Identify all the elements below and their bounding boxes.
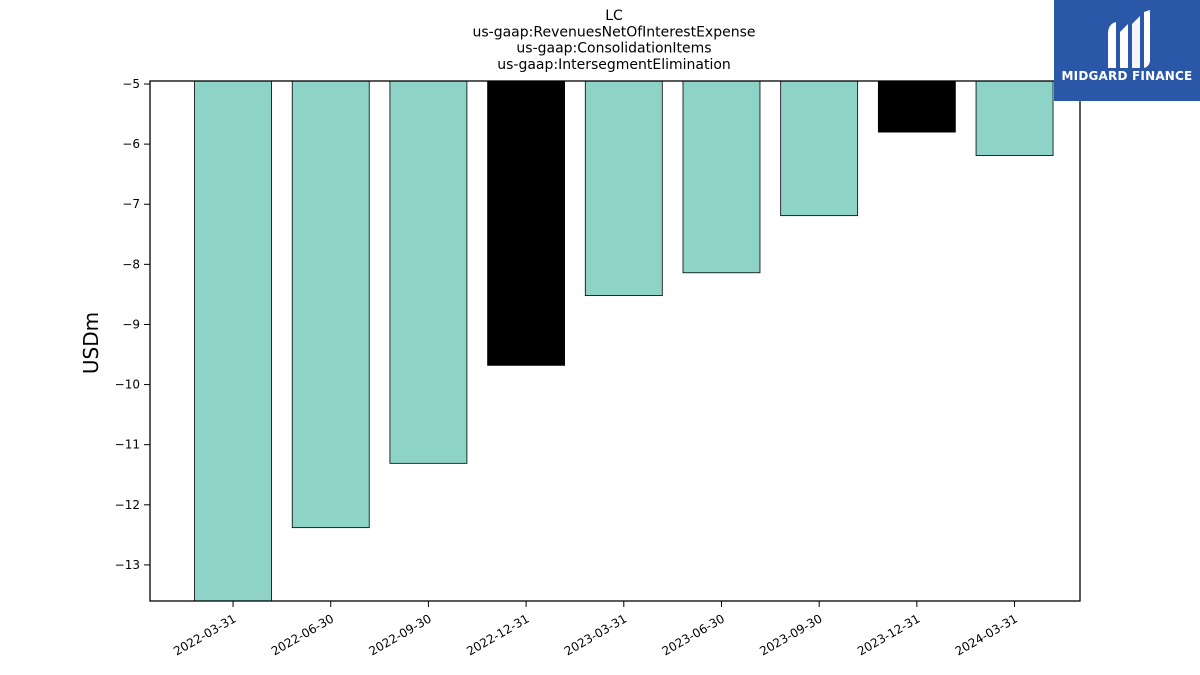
midgard-finance-logo: MIDGARD FINANCE (1054, 0, 1200, 101)
bar-2023-12-31 (877, 80, 956, 133)
y-tick-label: −12 (115, 498, 140, 512)
x-tick-label: 2023-06-30 (660, 611, 727, 658)
bar-2022-09-30 (389, 80, 468, 464)
title-line: LC (605, 8, 623, 24)
y-axis-label: USDm (79, 312, 103, 374)
y-tick-label: −8 (122, 257, 140, 271)
x-tick-label: 2023-03-31 (562, 611, 629, 658)
y-tick-label: −13 (115, 558, 140, 572)
title-line: us-gaap:ConsolidationItems (516, 41, 711, 57)
x-tick-label: 2023-09-30 (757, 611, 824, 658)
y-tick-label: −10 (115, 378, 140, 392)
bar-2022-06-30 (291, 80, 370, 529)
y-axis: −5 −6 −7 −8 −9 −10 −11 −12 −13 (115, 77, 150, 572)
bars (194, 80, 1054, 602)
midgard-logo-icon (1108, 10, 1150, 68)
x-tick-label: 2023-12-31 (855, 611, 922, 658)
title-line: us-gaap:RevenuesNetOfInterestExpense (472, 24, 755, 40)
y-tick-label: −9 (122, 317, 140, 331)
bar-2024-03-31 (975, 80, 1054, 156)
title-line: us-gaap:IntersegmentElimination (497, 57, 731, 73)
x-tick-label: 2022-06-30 (269, 611, 336, 658)
y-tick-label: −11 (115, 438, 140, 452)
y-tick-label: −7 (122, 197, 140, 211)
bar-2023-06-30 (682, 80, 761, 274)
bar-2023-09-30 (780, 80, 859, 217)
bar-2022-12-31 (487, 80, 566, 366)
y-tick-label: −5 (122, 77, 140, 91)
x-axis: 2022-03-31 2022-06-30 2022-09-30 2022-12-31… (171, 601, 1020, 658)
x-tick-label: 2024-03-31 (953, 611, 1020, 658)
x-tick-label: 2022-12-31 (464, 611, 531, 658)
y-tick-label: −6 (122, 137, 140, 151)
logo-text: MIDGARD FINANCE (1061, 69, 1193, 83)
bar-2023-03-31 (584, 80, 663, 297)
x-tick-label: 2022-09-30 (367, 611, 434, 658)
chart-title: LCus-gaap:RevenuesNetOfInterestExpenseus… (472, 8, 755, 73)
bar-2022-03-31 (194, 80, 272, 602)
plot-frame (149, 80, 1081, 602)
x-tick-label: 2022-03-31 (171, 611, 238, 658)
